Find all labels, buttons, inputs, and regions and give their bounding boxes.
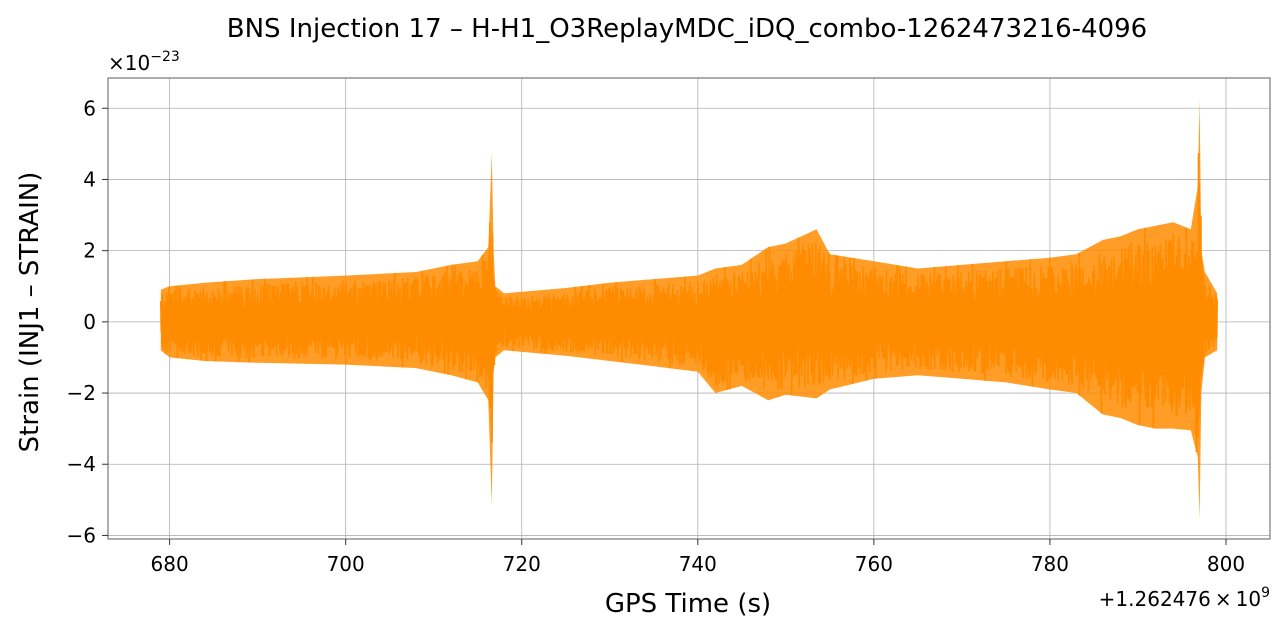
strain-line [160, 153, 1218, 452]
y-tick-label: 0 [83, 310, 96, 334]
y-tick-label: 6 [83, 96, 96, 120]
x-tick-label: 680 [151, 552, 189, 576]
x-tick-label: 700 [327, 552, 365, 576]
x-tick-label: 740 [679, 552, 717, 576]
y-axis-label: Strain (INJ1 – STRAIN) [15, 172, 45, 453]
x-offset-ten: 10 [1236, 587, 1261, 611]
plot-frame [107, 77, 1271, 540]
chart-title: BNS Injection 17 – H-H1_O3ReplayMDC_iDQ_… [227, 14, 1147, 44]
y-tick-label: −2 [67, 381, 96, 405]
strain-series [160, 99, 1218, 520]
x-offset-base: +1.262476 [1099, 587, 1211, 611]
y-scale-label: ×10−23 [108, 49, 180, 75]
y-tick-label: −4 [67, 452, 96, 476]
y-scale-exponent: −23 [150, 49, 180, 65]
y-tick-label: 2 [83, 239, 96, 263]
axis-ticks: 680 700 720 740 760 780 800 −6 −4 −2 0 2 4 6 [67, 96, 1246, 576]
y-scale-base: ×10 [108, 51, 150, 75]
x-offset-exponent: 9 [1261, 585, 1270, 601]
x-tick-label: 780 [1031, 552, 1069, 576]
x-tick-label: 760 [855, 552, 893, 576]
x-tick-label: 800 [1207, 552, 1245, 576]
x-offset-label: +1.262476 × 109 [1099, 585, 1270, 611]
x-axis-label: GPS Time (s) [605, 589, 771, 619]
y-tick-label: −6 [67, 523, 96, 547]
x-offset-times: × [1215, 587, 1232, 611]
x-tick-label: 720 [503, 552, 541, 576]
y-tick-label: 4 [83, 167, 96, 191]
